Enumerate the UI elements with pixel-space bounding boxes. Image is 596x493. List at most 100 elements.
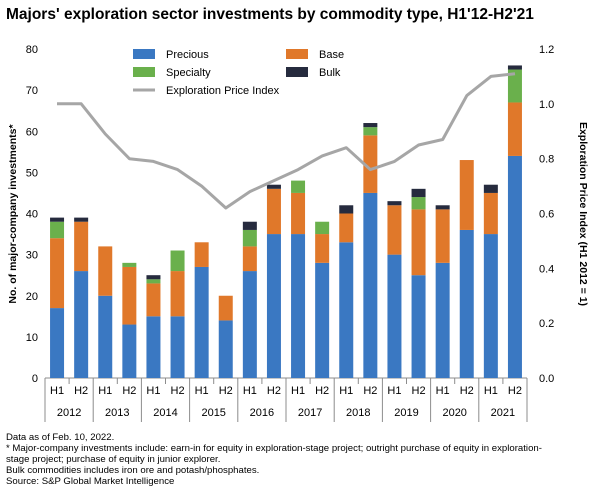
legend-label-base: Base: [319, 49, 344, 61]
bar-precious: [483, 234, 498, 378]
line-exploration-price-index: [57, 72, 516, 210]
bar-specialty: [146, 279, 161, 284]
bar-precious: [50, 308, 65, 378]
bar-base: [291, 192, 306, 235]
footnotes: Data as of Feb. 10, 2022. * Major-compan…: [6, 432, 591, 487]
bar-bulk: [74, 217, 89, 222]
bar-specialty: [315, 221, 330, 235]
bar-base: [194, 242, 209, 267]
legend-label-exploration-price-index: Exploration Price Index: [166, 85, 280, 97]
y-tick-label: 40: [26, 209, 38, 221]
bar-specialty: [291, 180, 306, 193]
y2-tick-label: 0.8: [539, 154, 554, 166]
bar-specialty: [363, 127, 378, 136]
x-tick-label: H1: [339, 385, 353, 397]
x-tick-label: H2: [267, 385, 281, 397]
legend-label-precious: Precious: [166, 49, 209, 61]
bar-precious: [411, 275, 426, 378]
bar-precious: [218, 320, 233, 378]
x-tick-label: H2: [122, 385, 136, 397]
bar-base: [387, 205, 402, 255]
bar-precious: [363, 192, 378, 378]
x-tick-label: H1: [50, 385, 64, 397]
bar-specialty: [507, 69, 522, 103]
price-index-line: [57, 72, 516, 210]
bar-precious: [170, 316, 185, 378]
x-tick-label: H2: [219, 385, 233, 397]
note-date: Data as of Feb. 10, 2022.: [6, 432, 115, 443]
x-tick-label: H2: [412, 385, 426, 397]
note-bulk: Bulk commodities includes iron ore and p…: [6, 465, 260, 476]
bar-base: [507, 102, 522, 156]
bar-base: [50, 238, 65, 309]
note-definition-cont: stage project; purchase of equity in jun…: [6, 454, 221, 465]
bar-precious: [266, 234, 281, 378]
x-tick-label: H2: [460, 385, 474, 397]
y-tick-label: 70: [26, 85, 38, 97]
bar-precious: [387, 254, 402, 378]
year-label: 2015: [201, 407, 225, 419]
y2-tick-label: 0.0: [539, 373, 554, 385]
legend-swatch-base: [286, 49, 308, 59]
year-label: 2018: [346, 407, 370, 419]
bar-precious: [146, 316, 161, 378]
bar-precious: [74, 271, 89, 378]
bar-base: [146, 283, 161, 317]
bar-precious: [98, 295, 113, 378]
y-tick-label: 20: [26, 291, 38, 303]
bar-specialty: [242, 229, 257, 247]
bar-base: [483, 192, 498, 235]
x-tick-label: H1: [243, 385, 257, 397]
bar-precious: [194, 266, 209, 378]
x-tick-label: H1: [195, 385, 209, 397]
year-label: 2012: [57, 407, 81, 419]
y-tick-label: 0: [32, 373, 38, 385]
x-tick-label: H1: [291, 385, 305, 397]
bar-base: [74, 221, 89, 272]
bar-base: [266, 188, 281, 235]
x-tick-label: H1: [98, 385, 112, 397]
y-tick-label: 30: [26, 250, 38, 262]
y2-tick-label: 1.0: [539, 99, 554, 111]
bar-base: [218, 295, 233, 321]
bar-precious: [339, 242, 354, 378]
bar-base: [242, 246, 257, 272]
bar-specialty: [411, 197, 426, 210]
legend-swatch-bulk: [286, 67, 308, 77]
bar-base: [98, 246, 113, 296]
bar-base: [315, 234, 330, 263]
note-source: Source: S&P Global Market Intelligence: [6, 476, 175, 487]
bar-specialty: [170, 250, 185, 272]
bar-bulk: [266, 184, 281, 189]
bar-precious: [435, 262, 450, 378]
bar-base: [411, 209, 426, 276]
x-tick-label: H2: [171, 385, 185, 397]
legend-label-specialty: Specialty: [166, 67, 211, 79]
bar-precious: [291, 234, 306, 378]
y2-axis-label: Exploration Price Index (H1 2012 = 1): [577, 122, 589, 306]
bar-bulk: [411, 188, 426, 198]
y-tick-label: 80: [26, 44, 38, 56]
bar-bulk: [363, 123, 378, 128]
bar-bulk: [483, 184, 498, 193]
year-label: 2019: [394, 407, 418, 419]
y2-tick-label: 0.4: [539, 263, 554, 275]
y-tick-label: 50: [26, 167, 38, 179]
x-tick-label: H2: [508, 385, 522, 397]
y2-tick-label: 1.2: [539, 44, 554, 56]
x-tick-label: H1: [436, 385, 450, 397]
x-tick-label: H1: [484, 385, 498, 397]
x-tick-label: H1: [387, 385, 401, 397]
bar-bulk: [146, 275, 161, 280]
y-tick-label: 60: [26, 126, 38, 138]
bar-specialty: [122, 262, 137, 267]
bar-bulk: [435, 205, 450, 210]
bar-bulk: [339, 205, 354, 214]
year-label: 2017: [298, 407, 322, 419]
bar-bulk: [50, 217, 65, 222]
year-label: 2014: [153, 407, 177, 419]
legend-swatch-specialty: [133, 67, 155, 77]
axes: 0 10 20 30 40 50 60 70 80 0.0 0.2 0.4 0.6 0.8 1.0 1.2 H1…: [26, 44, 554, 422]
bar-base: [339, 213, 354, 243]
year-label: 2013: [105, 407, 129, 419]
